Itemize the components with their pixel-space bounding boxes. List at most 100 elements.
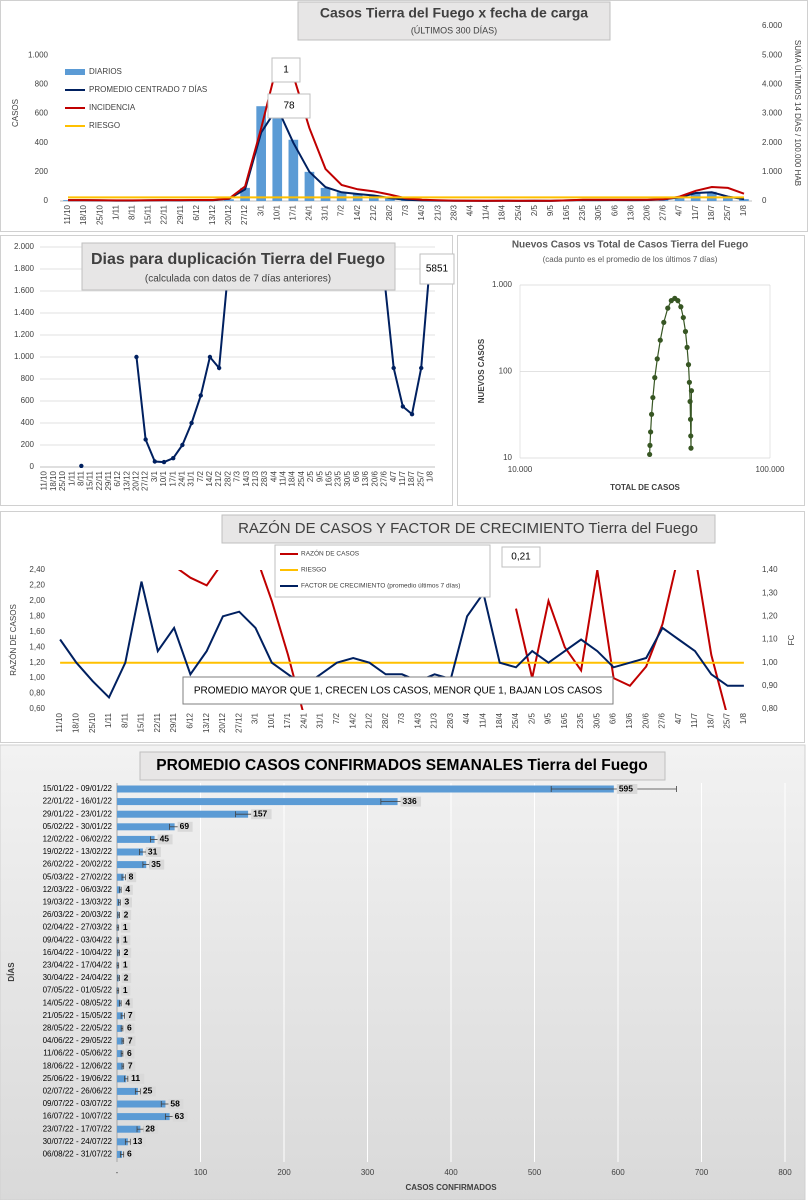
x-tick-label: 27/12 (240, 204, 249, 225)
x-tick-label: 18/4 (495, 712, 504, 728)
x-tick-label: 6/6 (352, 470, 361, 482)
x-tick-label: 6/12 (192, 204, 201, 220)
x-tick-label: 25/4 (511, 712, 520, 728)
y-tick-label: 18/06/22 - 12/06/22 (43, 1061, 113, 1070)
point (647, 442, 653, 448)
data-label: 11 (131, 1073, 140, 1083)
point (79, 463, 84, 468)
y-tick-label: 2,00 (29, 596, 45, 605)
x-tick-label: 100 (194, 1168, 208, 1177)
point (680, 314, 686, 321)
x-tick-label: 29/11 (169, 712, 178, 732)
x-tick-label: 18/7 (706, 712, 715, 728)
point (654, 356, 660, 362)
y-tick-label: 600 (35, 109, 49, 118)
y-tick-label: 200 (35, 167, 49, 176)
bar (117, 1100, 166, 1108)
x-tick-label: 27/6 (380, 470, 389, 486)
legend-swatch (65, 69, 85, 75)
x-tick-label: 800 (778, 1168, 792, 1177)
x-tick-label: 18/10 (72, 712, 81, 733)
annotation-box (501, 546, 541, 568)
bar (117, 1050, 123, 1058)
y-tick-label: 07/05/22 - 01/05/22 (43, 986, 113, 995)
x-tick-label: 21/2 (369, 204, 378, 220)
x-tick-label: 24/1 (305, 204, 314, 220)
y-tick-label: 1,80 (29, 611, 45, 620)
x-tick-label: 29/11 (176, 204, 185, 224)
bar (272, 98, 283, 201)
bar (224, 199, 234, 201)
bar (117, 1012, 123, 1020)
x-tick-label: 7/3 (233, 470, 242, 482)
y-tick-label: 1,00 (762, 658, 778, 667)
y-axis-label: NUEVOS CASOS (477, 338, 486, 403)
data-label: 13 (133, 1136, 143, 1146)
y-tick-label: 23/07/22 - 17/07/22 (43, 1124, 113, 1133)
x-tick-label: 20/12 (132, 470, 141, 491)
x-tick-label: 11/10 (40, 470, 49, 490)
y-tick-label: 2.000 (762, 138, 783, 147)
bar (739, 199, 749, 201)
x-tick-label: 21/2 (214, 470, 223, 486)
data-label-box (177, 821, 193, 832)
y-tick-label: 04/06/22 - 29/05/22 (43, 1036, 113, 1045)
panel (457, 235, 805, 506)
bar (117, 810, 249, 818)
legend-label: RIESGO (89, 121, 120, 130)
data-label: 1 (123, 985, 128, 995)
y-tick-label: 3.000 (762, 109, 783, 118)
data-label: 35 (151, 859, 161, 869)
x-tick-label: 4/4 (465, 204, 474, 216)
y-tick-label: 1,20 (29, 658, 45, 667)
x-tick-label: 6/6 (609, 712, 618, 724)
data-label-box (125, 1061, 136, 1072)
data-label-box (120, 922, 131, 933)
x-tick-label: 15/11 (86, 470, 95, 490)
data-label-box (157, 834, 173, 845)
x-tick-label: 11/7 (691, 204, 700, 220)
data-label: 6 (127, 1149, 132, 1159)
x-tick-label: 13/12 (208, 204, 217, 225)
y-tick-label: 4.000 (762, 79, 783, 88)
x-tick-label: 20/6 (643, 204, 652, 220)
x-tick-label: 18/4 (288, 470, 297, 486)
data-label-box (120, 985, 131, 996)
x-tick-label: 25/10 (58, 470, 67, 491)
data-label: 1 (123, 934, 128, 944)
point (391, 365, 396, 371)
title-box (297, 1, 611, 41)
y-tick-label: 1,20 (762, 611, 778, 620)
y-tick-label: 1,00 (29, 673, 45, 682)
y-tick-label: 14/05/22 - 08/05/22 (43, 998, 113, 1007)
x-tick-label: 21/2 (365, 712, 374, 728)
bar (288, 139, 299, 201)
y-tick-label: 6.000 (762, 21, 783, 30)
y-tick-label: 05/03/22 - 27/02/22 (43, 872, 113, 881)
x-tick-label: 16/5 (562, 204, 571, 220)
x-tick-label: 14/2 (205, 470, 214, 486)
x-tick-label: 10/1 (267, 712, 276, 728)
x-tick-label: 22/11 (153, 712, 162, 732)
x-tick-label: 17/1 (168, 470, 177, 486)
point (134, 354, 139, 360)
y-tick-label: 800 (35, 79, 49, 88)
x-tick-label: 4/7 (389, 470, 398, 482)
plot (59, 570, 744, 710)
x-tick-label: 20/6 (641, 712, 650, 728)
bar (117, 999, 121, 1007)
x-tick-label: 500 (528, 1168, 542, 1177)
point (170, 456, 176, 461)
x-tick-label: 4/7 (675, 204, 684, 216)
x-tick-label: 9/5 (315, 470, 324, 482)
data-label: 58 (170, 1098, 180, 1108)
data-label-box (143, 1124, 159, 1135)
note: PROMEDIO MAYOR QUE 1, CRECEN LOS CASOS, … (194, 686, 603, 697)
bar (117, 1125, 141, 1133)
bar (117, 1138, 128, 1146)
x-tick-label: 14/2 (353, 204, 362, 220)
y-tick-label: 15/01/22 - 09/01/22 (43, 784, 113, 793)
data-label: 4 (125, 884, 130, 894)
annotation: 1 (283, 65, 289, 76)
chart-title: Nuevos Casos vs Total de Casos Tierra de… (512, 240, 748, 251)
